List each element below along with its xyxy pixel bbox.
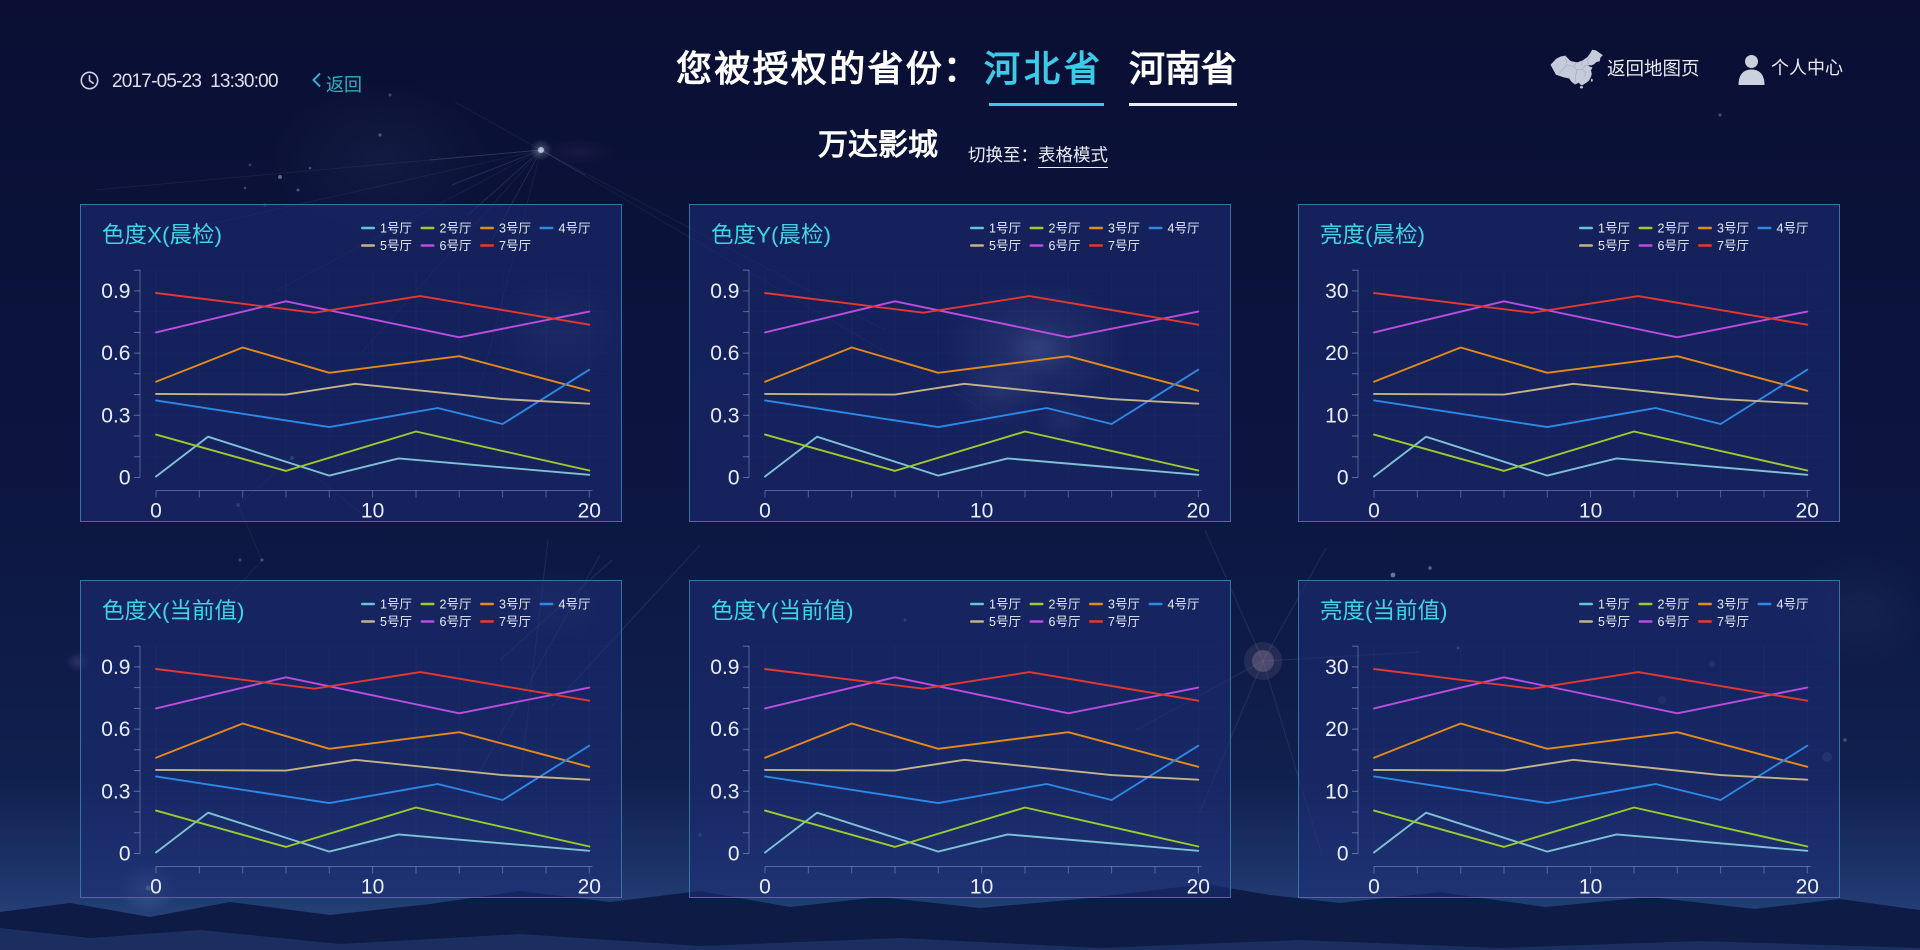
svg-text:5号厅: 5号厅 <box>380 615 412 629</box>
svg-text:0: 0 <box>1337 843 1349 866</box>
svg-text:10: 10 <box>361 876 384 899</box>
svg-text:10: 10 <box>361 500 384 523</box>
svg-text:30: 30 <box>1325 280 1348 303</box>
svg-text:20: 20 <box>1796 500 1819 523</box>
svg-text:10: 10 <box>1579 876 1602 899</box>
svg-text:0.6: 0.6 <box>710 342 739 365</box>
svg-text:1号厅: 1号厅 <box>989 222 1021 236</box>
svg-text:20: 20 <box>578 500 601 523</box>
svg-text:0.3: 0.3 <box>101 780 130 803</box>
svg-text:0: 0 <box>1368 876 1380 899</box>
svg-text:0: 0 <box>759 876 771 899</box>
svg-text:7号厅: 7号厅 <box>499 239 531 253</box>
svg-text:4号厅: 4号厅 <box>1168 222 1200 236</box>
svg-text:1号厅: 1号厅 <box>1598 598 1630 612</box>
svg-text:1号厅: 1号厅 <box>380 222 412 236</box>
svg-text:10: 10 <box>970 500 993 523</box>
svg-text:2号厅: 2号厅 <box>1049 222 1081 236</box>
svg-text:0: 0 <box>759 500 771 523</box>
svg-text:1号厅: 1号厅 <box>989 598 1021 612</box>
svg-text:0.3: 0.3 <box>101 404 130 427</box>
svg-text:6号厅: 6号厅 <box>440 239 472 253</box>
svg-text:色度Y(当前值): 色度Y(当前值) <box>711 599 854 624</box>
svg-text:0.6: 0.6 <box>710 718 739 741</box>
svg-text:3号厅: 3号厅 <box>1108 598 1140 612</box>
svg-text:20: 20 <box>1187 500 1210 523</box>
svg-text:4号厅: 4号厅 <box>1777 598 1809 612</box>
svg-text:0: 0 <box>150 876 162 899</box>
svg-text:0: 0 <box>1368 500 1380 523</box>
svg-text:20: 20 <box>1325 718 1348 741</box>
svg-text:亮度(当前值): 亮度(当前值) <box>1320 599 1448 624</box>
svg-text:20: 20 <box>1325 342 1348 365</box>
svg-text:0: 0 <box>1337 467 1349 490</box>
svg-text:7号厅: 7号厅 <box>1717 239 1749 253</box>
svg-text:1号厅: 1号厅 <box>380 598 412 612</box>
svg-text:20: 20 <box>1187 876 1210 899</box>
svg-text:色度X(晨检): 色度X(晨检) <box>102 223 222 248</box>
svg-text:2号厅: 2号厅 <box>440 222 472 236</box>
svg-text:30: 30 <box>1325 656 1348 679</box>
svg-text:色度X(当前值): 色度X(当前值) <box>102 599 245 624</box>
svg-text:20: 20 <box>578 876 601 899</box>
svg-text:0: 0 <box>119 467 131 490</box>
svg-text:3号厅: 3号厅 <box>1108 222 1140 236</box>
svg-text:7号厅: 7号厅 <box>1717 615 1749 629</box>
svg-text:1号厅: 1号厅 <box>1598 222 1630 236</box>
svg-text:4号厅: 4号厅 <box>1168 598 1200 612</box>
svg-text:5号厅: 5号厅 <box>1598 615 1630 629</box>
svg-text:10: 10 <box>1325 404 1348 427</box>
svg-text:4号厅: 4号厅 <box>559 222 591 236</box>
svg-text:2号厅: 2号厅 <box>1658 598 1690 612</box>
svg-text:0: 0 <box>150 500 162 523</box>
svg-text:色度Y(晨检): 色度Y(晨检) <box>711 223 831 248</box>
svg-text:2号厅: 2号厅 <box>1049 598 1081 612</box>
svg-text:5号厅: 5号厅 <box>1598 239 1630 253</box>
svg-text:亮度(晨检): 亮度(晨检) <box>1320 223 1425 248</box>
svg-text:6号厅: 6号厅 <box>1658 239 1690 253</box>
svg-text:20: 20 <box>1796 876 1819 899</box>
svg-text:3号厅: 3号厅 <box>1717 598 1749 612</box>
svg-text:0: 0 <box>728 843 740 866</box>
svg-text:7号厅: 7号厅 <box>499 615 531 629</box>
svg-text:0.9: 0.9 <box>710 280 739 303</box>
svg-text:4号厅: 4号厅 <box>559 598 591 612</box>
svg-text:10: 10 <box>1579 500 1602 523</box>
svg-text:10: 10 <box>1325 780 1348 803</box>
svg-text:3号厅: 3号厅 <box>1717 222 1749 236</box>
svg-text:0.6: 0.6 <box>101 342 130 365</box>
svg-text:0: 0 <box>728 467 740 490</box>
svg-text:0.3: 0.3 <box>710 404 739 427</box>
svg-text:3号厅: 3号厅 <box>499 222 531 236</box>
svg-text:6号厅: 6号厅 <box>440 615 472 629</box>
svg-text:2号厅: 2号厅 <box>1658 222 1690 236</box>
svg-text:4号厅: 4号厅 <box>1777 222 1809 236</box>
svg-text:7号厅: 7号厅 <box>1108 239 1140 253</box>
svg-text:0: 0 <box>119 843 131 866</box>
svg-text:5号厅: 5号厅 <box>380 239 412 253</box>
svg-text:0.9: 0.9 <box>101 656 130 679</box>
svg-text:5号厅: 5号厅 <box>989 239 1021 253</box>
svg-text:7号厅: 7号厅 <box>1108 615 1140 629</box>
svg-text:0.9: 0.9 <box>101 280 130 303</box>
svg-text:10: 10 <box>970 876 993 899</box>
svg-text:6号厅: 6号厅 <box>1049 239 1081 253</box>
svg-text:6号厅: 6号厅 <box>1658 615 1690 629</box>
svg-text:0.3: 0.3 <box>710 780 739 803</box>
svg-text:0.6: 0.6 <box>101 718 130 741</box>
svg-text:3号厅: 3号厅 <box>499 598 531 612</box>
svg-text:5号厅: 5号厅 <box>989 615 1021 629</box>
svg-text:0.9: 0.9 <box>710 656 739 679</box>
svg-text:2号厅: 2号厅 <box>440 598 472 612</box>
svg-text:6号厅: 6号厅 <box>1049 615 1081 629</box>
